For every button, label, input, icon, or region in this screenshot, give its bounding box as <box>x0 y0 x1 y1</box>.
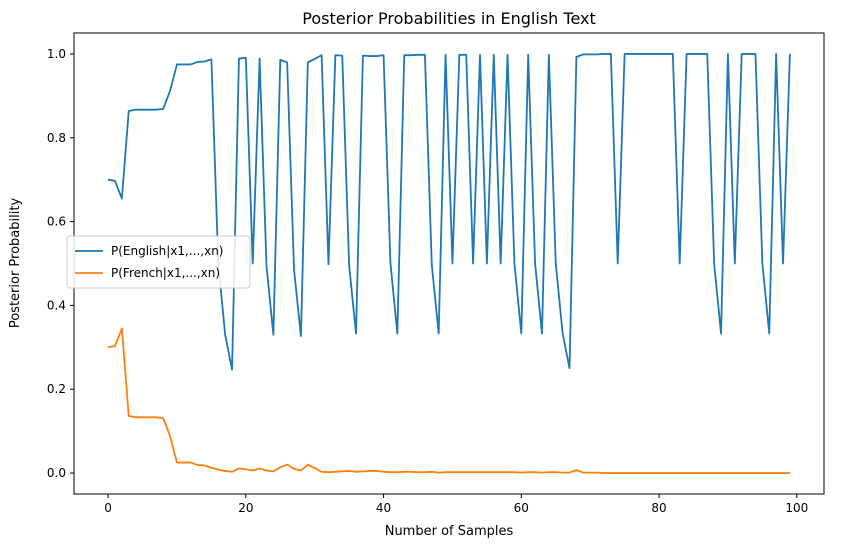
y-axis: 0.0 0.2 0.4 0.6 0.8 1.0 <box>47 47 74 480</box>
x-tick-label: 100 <box>785 501 808 515</box>
x-tick-label: 60 <box>514 501 529 515</box>
x-axis: 0 20 40 60 80 100 <box>104 494 808 515</box>
y-tick-label: 0.0 <box>47 466 66 480</box>
x-axis-label: Number of Samples <box>385 524 514 539</box>
chart-title: Posterior Probabilities in English Text <box>302 9 596 28</box>
y-tick-label: 1.0 <box>47 47 66 61</box>
x-tick-label: 80 <box>651 501 666 515</box>
x-tick-label: 20 <box>238 501 253 515</box>
legend-label: P(French|x1,...,xn) <box>111 266 220 280</box>
legend: P(English|x1,...,xn) P(French|x1,...,xn) <box>66 235 251 289</box>
legend-box <box>66 235 251 289</box>
series-line-1 <box>107 327 790 474</box>
y-tick-label: 0.6 <box>47 215 66 229</box>
x-tick-label: 0 <box>104 501 112 515</box>
y-tick-label: 0.4 <box>47 298 66 312</box>
y-tick-label: 0.8 <box>47 131 66 145</box>
series-line-0 <box>107 53 791 371</box>
x-tick-label: 40 <box>376 501 391 515</box>
legend-label: P(English|x1,...,xn) <box>111 244 224 258</box>
y-tick-label: 0.2 <box>47 382 66 396</box>
y-axis-label: Posterior Probability <box>8 198 23 329</box>
